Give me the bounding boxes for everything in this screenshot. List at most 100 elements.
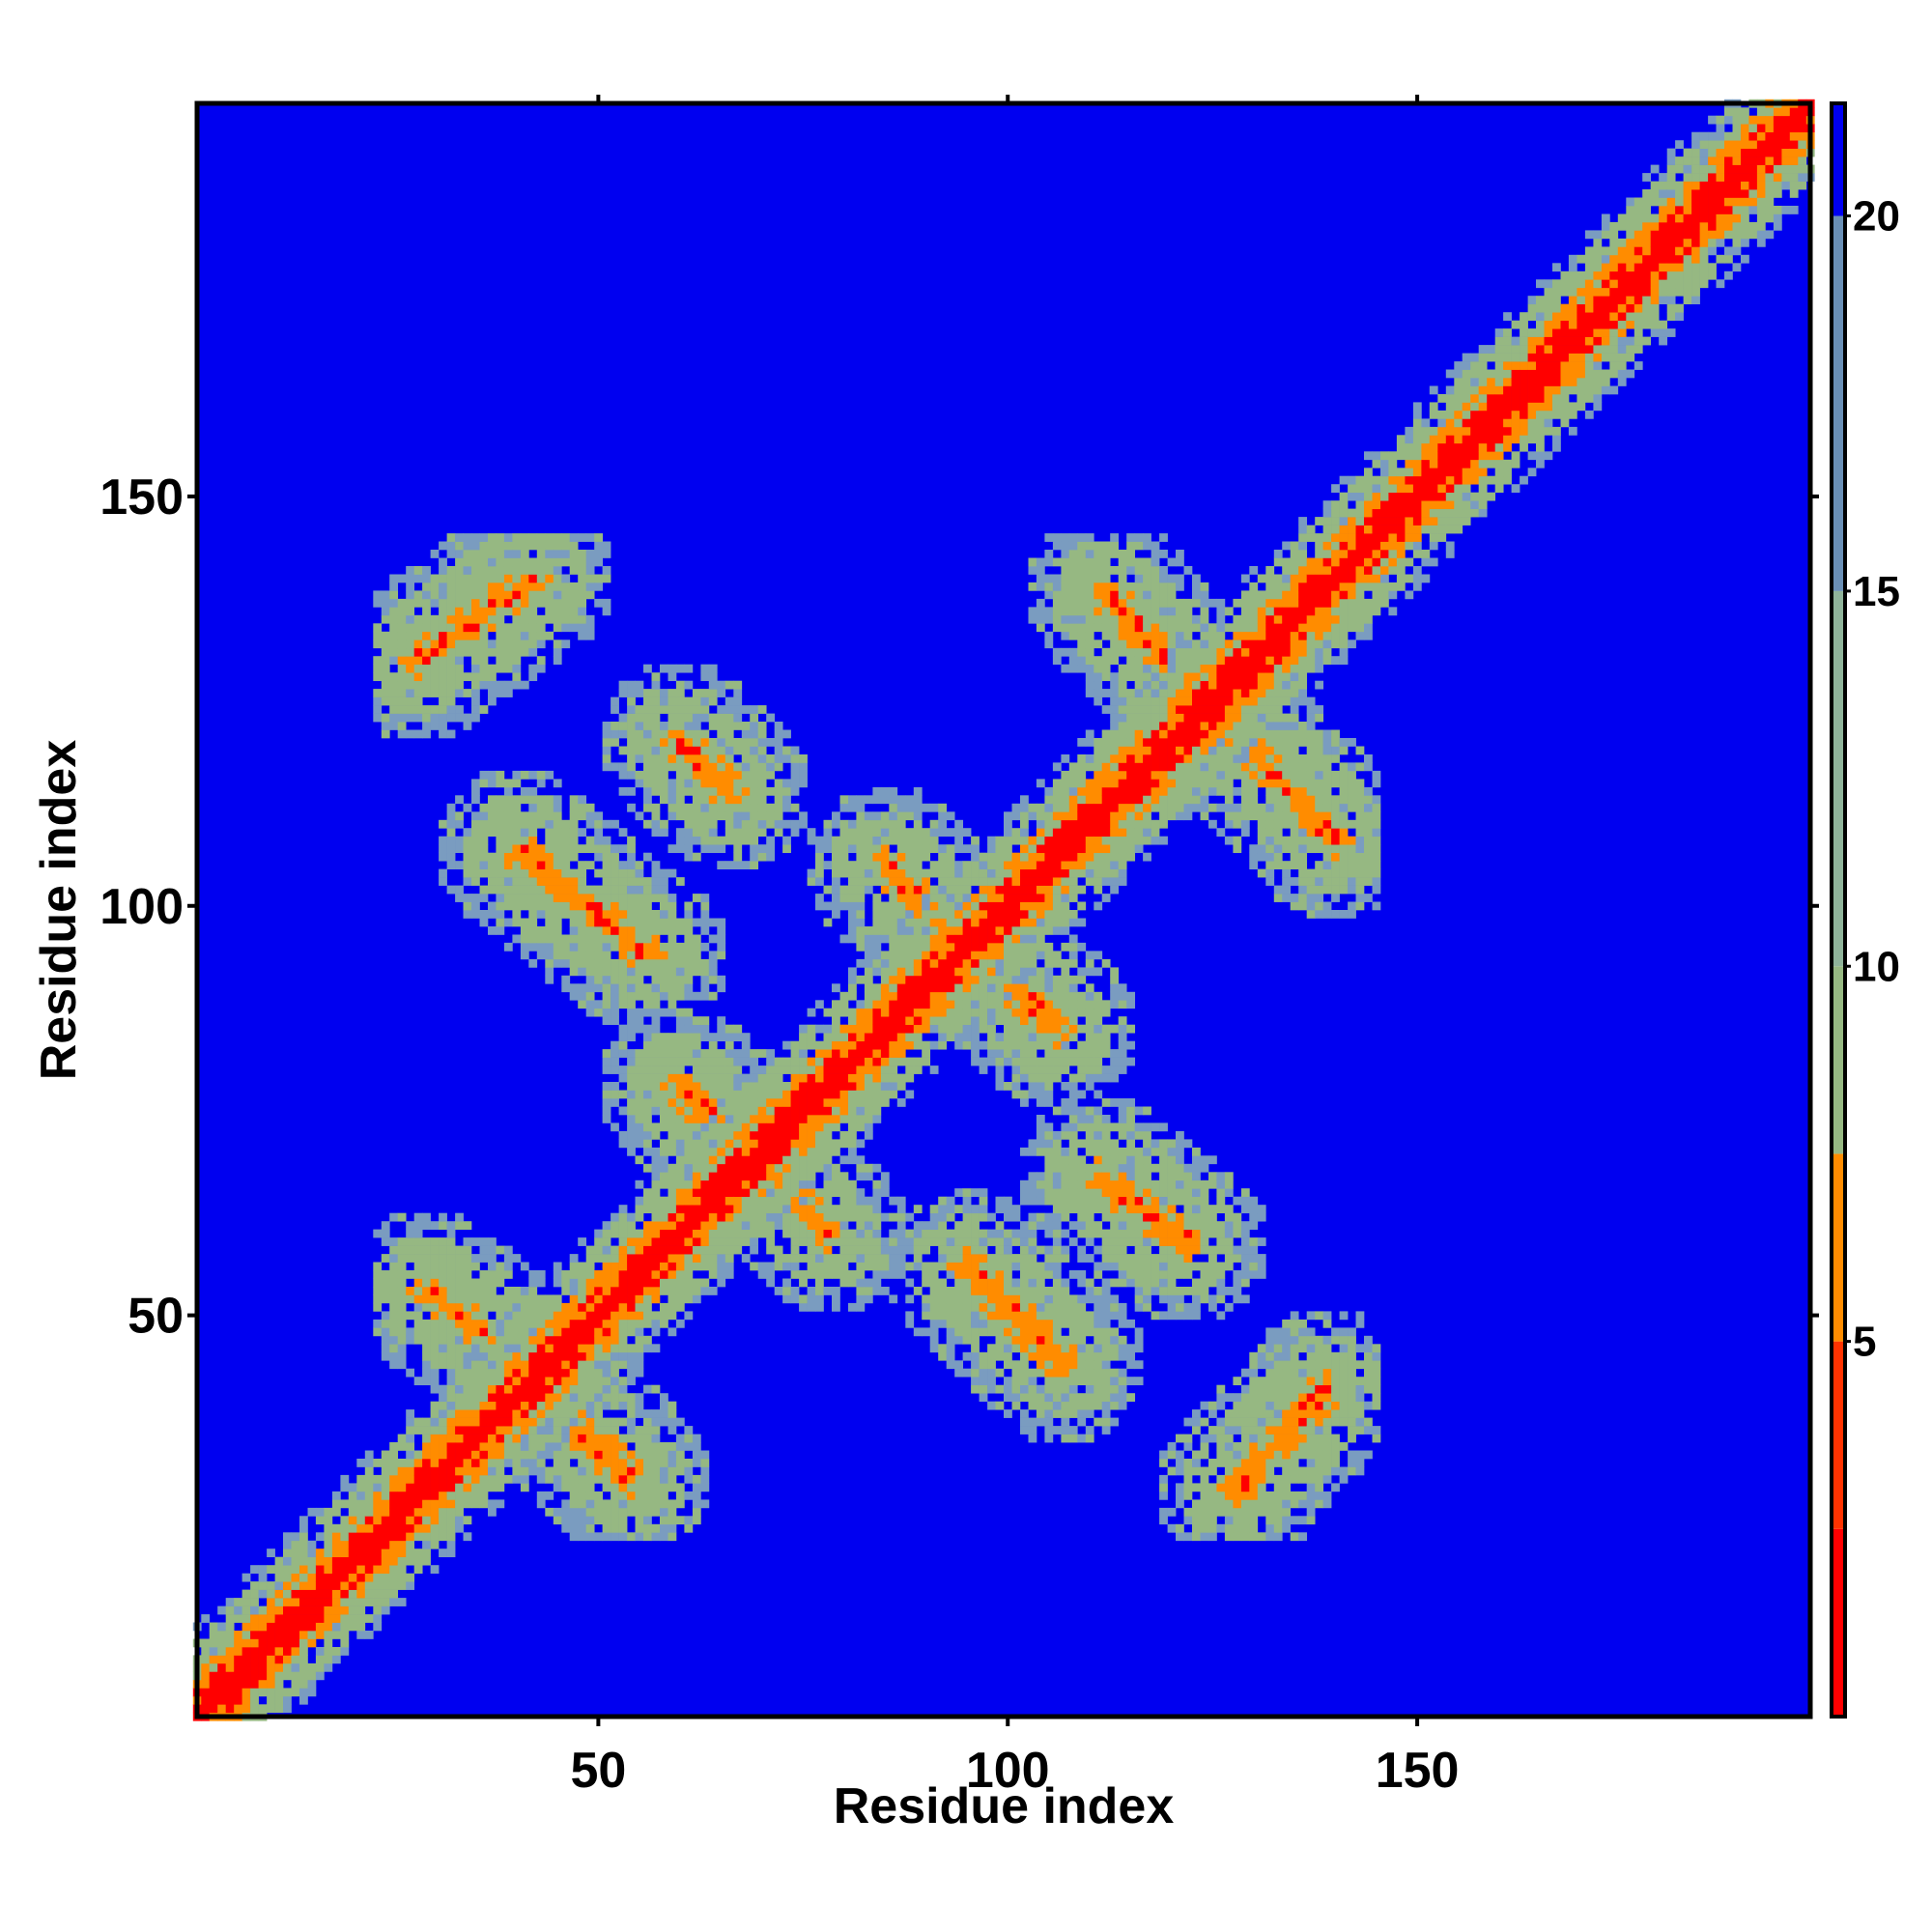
heatmap-cell — [430, 1565, 440, 1575]
heatmap-cell — [708, 1065, 718, 1074]
heatmap-cell — [962, 975, 972, 984]
heatmap-cell — [488, 541, 497, 551]
heatmap-cell — [340, 1548, 350, 1558]
heatmap-cell — [692, 1434, 701, 1443]
heatmap-cell — [307, 1614, 317, 1623]
heatmap-cell — [692, 1221, 701, 1231]
heatmap-cell — [1020, 1393, 1029, 1403]
heatmap-cell — [880, 844, 890, 854]
heatmap-cell — [700, 729, 710, 739]
heatmap-cell — [1004, 861, 1012, 870]
heatmap-cell — [512, 590, 522, 600]
heatmap-cell — [455, 705, 464, 714]
heatmap-cell — [815, 894, 824, 902]
heatmap-cell — [545, 1360, 554, 1370]
heatmap-cell — [479, 664, 489, 673]
heatmap-cell — [569, 934, 579, 944]
heatmap-cell — [496, 1270, 505, 1279]
heatmap-cell — [627, 1033, 636, 1042]
heatmap-cell — [430, 614, 440, 624]
heatmap-cell — [471, 1287, 480, 1295]
heatmap-cell — [578, 1344, 587, 1353]
heatmap-cell — [553, 1442, 562, 1451]
heatmap-cell — [553, 1302, 562, 1312]
heatmap-cell — [446, 1450, 456, 1460]
heatmap-cell — [446, 631, 456, 640]
heatmap-cell — [250, 1598, 259, 1606]
heatmap-cell — [741, 861, 751, 870]
heatmap-cell — [594, 983, 604, 993]
heatmap-cell — [364, 1516, 374, 1525]
heatmap-cell — [651, 1008, 661, 1017]
heatmap-cell — [889, 1245, 898, 1255]
heatmap-cell — [995, 926, 1005, 935]
heatmap-cell — [635, 967, 644, 977]
heatmap-cell — [446, 1377, 456, 1386]
heatmap-cell — [807, 1287, 816, 1295]
heatmap-cell — [611, 877, 619, 886]
heatmap-cell — [627, 1351, 636, 1361]
heatmap-cell — [250, 1631, 259, 1639]
heatmap-cell — [422, 1335, 431, 1345]
heatmap-cell — [668, 786, 677, 796]
heatmap-cell — [488, 1254, 497, 1263]
heatmap-cell — [995, 1351, 1005, 1361]
heatmap-cell — [553, 1360, 562, 1370]
heatmap-cell — [578, 1384, 587, 1394]
heatmap-cell — [896, 991, 906, 1001]
heatmap-cell — [823, 1179, 833, 1189]
heatmap-cell — [471, 1409, 480, 1418]
heatmap-cell — [832, 1179, 840, 1189]
heatmap-cell — [397, 1507, 407, 1517]
heatmap-cell — [553, 1270, 562, 1279]
heatmap-cell — [635, 991, 644, 1001]
heatmap-cell — [962, 1221, 972, 1231]
heatmap-cell — [987, 861, 996, 870]
heatmap-cell — [585, 1302, 595, 1312]
heatmap-cell — [782, 836, 791, 845]
heatmap-cell — [446, 1368, 456, 1378]
heatmap-cell — [995, 1270, 1005, 1279]
heatmap-cell — [324, 1565, 333, 1575]
heatmap-cell — [954, 1319, 964, 1328]
heatmap-cell — [750, 770, 759, 780]
heatmap-cell — [1004, 844, 1012, 854]
heatmap-cell — [741, 1106, 751, 1116]
heatmap-cell — [242, 1622, 251, 1632]
heatmap-cell — [585, 550, 595, 558]
heatmap-cell — [471, 550, 480, 558]
heatmap-cell — [488, 1466, 497, 1476]
heatmap-cell — [430, 1507, 440, 1517]
heatmap-cell — [872, 1057, 882, 1066]
heatmap-cell — [692, 828, 701, 838]
heatmap-cell — [880, 991, 890, 1001]
heatmap-cell — [635, 1090, 644, 1099]
heatmap-cell — [585, 844, 595, 854]
heatmap-cell — [373, 1474, 383, 1484]
heatmap-cell — [880, 836, 890, 845]
heatmap-cell — [463, 1450, 472, 1460]
heatmap-cell — [750, 786, 759, 796]
heatmap-cell — [602, 1474, 611, 1484]
heatmap-cell — [496, 1483, 505, 1492]
heatmap-cell — [503, 836, 513, 845]
heatmap-cell — [536, 1368, 546, 1378]
heatmap-cell — [954, 1311, 964, 1321]
heatmap-cell — [413, 1548, 423, 1558]
heatmap-cell — [741, 1049, 751, 1058]
heatmap-cell — [561, 1319, 571, 1328]
heatmap-cell — [799, 754, 808, 763]
heatmap-cell — [373, 1278, 383, 1288]
heatmap-cell — [635, 951, 644, 960]
heatmap-cell — [675, 926, 685, 935]
heatmap-cell — [971, 1262, 980, 1271]
heatmap-cell — [1020, 1294, 1029, 1304]
heatmap-cell — [250, 1662, 259, 1672]
heatmap-cell — [651, 1000, 661, 1009]
heatmap-cell — [463, 672, 472, 682]
heatmap-cell — [741, 1057, 751, 1066]
heatmap-cell — [463, 836, 472, 845]
heatmap-cell — [413, 1212, 423, 1222]
heatmap-cell — [439, 1212, 447, 1222]
heatmap-cell — [528, 910, 538, 919]
